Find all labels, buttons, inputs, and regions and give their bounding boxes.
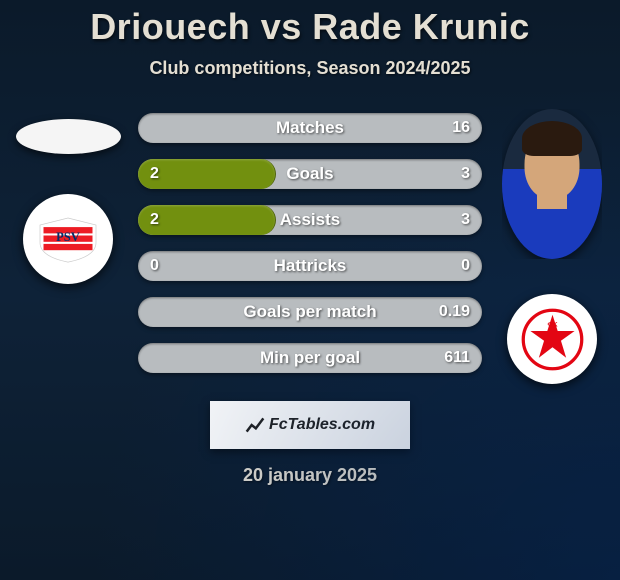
stat-value-right: 611 <box>444 343 470 373</box>
left-player-column: PSV <box>8 119 128 284</box>
stat-value-right: 0.19 <box>439 297 470 327</box>
stat-row: 2Goals3 <box>138 159 482 189</box>
player-left-club-logo: PSV <box>23 194 113 284</box>
chart-line-icon <box>245 415 265 435</box>
stat-row: Min per goal611 <box>138 343 482 373</box>
stat-value-right: 3 <box>461 159 470 189</box>
psv-shield-icon: PSV <box>33 214 103 264</box>
stat-bars: Matches16 2Goals3 2Assists3 0Hattricks0 Goal… <box>128 113 492 389</box>
player-left-avatar-placeholder <box>16 119 121 154</box>
watermark-label: FcTables.com <box>269 416 375 434</box>
stat-label: Hattricks <box>138 251 482 281</box>
stat-row: 2Assists3 <box>138 205 482 235</box>
svg-text:PSV: PSV <box>56 230 80 244</box>
subtitle: Club competitions, Season 2024/2025 <box>0 58 620 79</box>
comparison-card: Driouech vs Rade Krunic Club competition… <box>0 0 620 580</box>
stat-row: 0Hattricks0 <box>138 251 482 281</box>
crvena-zvezda-shield-icon: ΦK <box>520 307 585 372</box>
right-player-column: ΦK <box>492 109 612 384</box>
stat-label: Goals per match <box>138 297 482 327</box>
stat-label: Assists <box>138 205 482 235</box>
player-right-club-logo: ΦK <box>507 294 597 384</box>
watermark-badge: FcTables.com <box>210 401 410 449</box>
stat-value-right: 16 <box>452 113 470 143</box>
page-title: Driouech vs Rade Krunic <box>0 0 620 48</box>
date-line: 20 january 2025 <box>0 465 620 486</box>
stat-label: Min per goal <box>138 343 482 373</box>
stat-value-right: 3 <box>461 205 470 235</box>
player-right-avatar <box>502 109 602 259</box>
content-row: PSV Matches162Goals32Assists30Hattricks0… <box>0 79 620 389</box>
watermark-text: FcTables.com <box>245 415 375 435</box>
stat-label: Matches <box>138 113 482 143</box>
stat-value-right: 0 <box>461 251 470 281</box>
stat-label: Goals <box>138 159 482 189</box>
stat-row: Goals per match0.19 <box>138 297 482 327</box>
stat-row: Matches16 <box>138 113 482 143</box>
svg-text:ΦK: ΦK <box>547 321 557 328</box>
